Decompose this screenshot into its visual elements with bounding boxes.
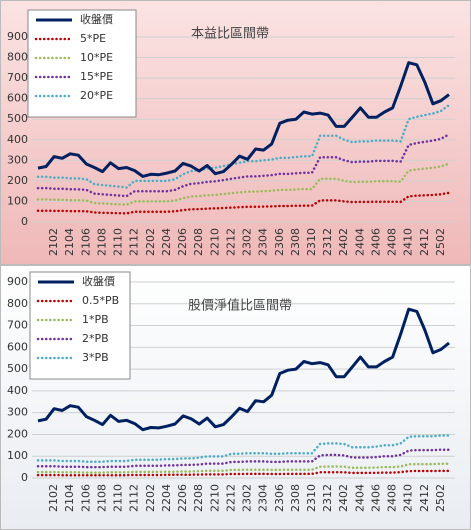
x-tick-label: 2312 [321,228,334,256]
y-tick-label: 900 [7,275,28,288]
y-tick-label: 0 [21,215,28,228]
x-tick-label: 2106 [79,228,92,256]
x-tick-label: 2204 [160,228,173,256]
x-tick-label: 2402 [337,484,350,512]
x-tick-label: 2410 [402,228,415,256]
x-tick-label: 2502 [434,228,447,256]
x-tick-label: 2412 [418,484,431,512]
x-tick-label: 2108 [95,228,108,256]
y-tick-label: 700 [7,319,28,332]
y-tick-label: 800 [7,297,28,310]
chart-title: 本益比區間帶 [191,27,269,42]
x-tick-label: 2302 [241,228,254,256]
chart: 0 100 200 300 400 500 600 700 800 900 2102 2104 2106… [7,271,455,512]
series-line [36,191,451,215]
series-line [36,103,451,189]
series-line [36,469,451,477]
x-tick-label: 2202 [144,228,157,256]
x-tick-label: 2406 [369,484,382,512]
x-tick-label: 2102 [47,228,60,256]
x-tick-label: 2112 [128,228,141,256]
x-tick-label: 2404 [353,484,366,512]
x-tick-label: 2106 [79,484,92,512]
y-tick-label: 200 [7,427,28,440]
x-tick-label: 2110 [112,484,125,512]
x-tick-label: 2406 [369,228,382,256]
series-line [36,434,451,463]
x-tick-label: 2412 [418,228,431,256]
legend-label: 2*PB [82,332,109,345]
x-tick-label: 2304 [257,484,270,512]
x-tick-label: 2212 [224,484,237,512]
x-tick-label: 2302 [241,484,254,512]
x-tick-label: 2208 [192,484,205,512]
series-line [36,162,451,206]
legend-label: 3*PB [82,351,109,364]
y-tick-label: 100 [7,194,28,207]
series-line [36,462,451,474]
legend-label: 1*PB [82,313,109,326]
y-tick-label: 200 [7,174,28,187]
y-tick-label: 300 [7,153,28,166]
x-tick-label: 2312 [321,484,334,512]
y-tick-label: 100 [7,449,28,462]
chart-title: 股價淨值比區間帶 [188,298,292,314]
chart: 0 100 200 300 400 500 600 700 800 900 2102 2104 2106… [7,9,455,256]
y-tick-label: 400 [7,384,28,397]
legend-label: 10*PE [80,51,113,64]
legend-label: 收盤價 [82,274,115,288]
legend-label: 收盤價 [80,12,113,26]
x-tick-label: 2410 [402,484,415,512]
y-tick-label: 300 [7,406,28,419]
x-tick-label: 2206 [176,484,189,512]
x-tick-label: 2310 [305,228,318,256]
y-tick-label: 400 [7,133,28,146]
y-tick-label: 600 [7,340,28,353]
legend-box [29,271,131,380]
x-tick-label: 2104 [63,228,76,256]
x-tick-label: 2110 [112,228,125,256]
x-tick-label: 2308 [289,484,302,512]
legend-box [27,9,137,118]
x-tick-label: 2208 [192,228,205,256]
x-tick-label: 2108 [95,484,108,512]
legend-label: 0.5*PB [82,294,119,307]
x-tick-label: 2310 [305,484,318,512]
x-tick-label: 2204 [160,484,173,512]
x-tick-label: 2212 [224,228,237,256]
series-line [36,133,451,198]
legend-label: 5*PE [80,32,106,45]
x-tick-label: 2304 [257,228,270,256]
x-tick-label: 2112 [128,484,141,512]
x-tick-label: 2402 [337,228,350,256]
series-line [37,61,450,178]
y-tick-label: 800 [7,51,28,64]
y-tick-label: 0 [21,471,28,484]
legend-label: 20*PE [80,89,113,102]
y-tick-label: 500 [7,362,28,375]
x-tick-label: 2404 [353,228,366,256]
y-tick-label: 500 [7,112,28,125]
x-tick-label: 2408 [386,228,399,256]
legend-label: 15*PE [80,70,113,83]
y-tick-label: 900 [7,30,28,43]
x-tick-label: 2202 [144,484,157,512]
x-tick-label: 2104 [63,484,76,512]
y-tick-label: 600 [7,92,28,105]
x-tick-label: 2502 [434,484,447,512]
x-tick-label: 2408 [386,484,399,512]
series-line [36,448,451,469]
x-tick-label: 2306 [273,484,286,512]
x-tick-label: 2206 [176,228,189,256]
x-tick-label: 2102 [47,484,60,512]
x-tick-label: 2210 [208,484,221,512]
x-tick-label: 2210 [208,228,221,256]
series-line [37,307,450,432]
x-tick-label: 2306 [273,228,286,256]
x-tick-label: 2308 [289,228,302,256]
y-tick-label: 700 [7,71,28,84]
